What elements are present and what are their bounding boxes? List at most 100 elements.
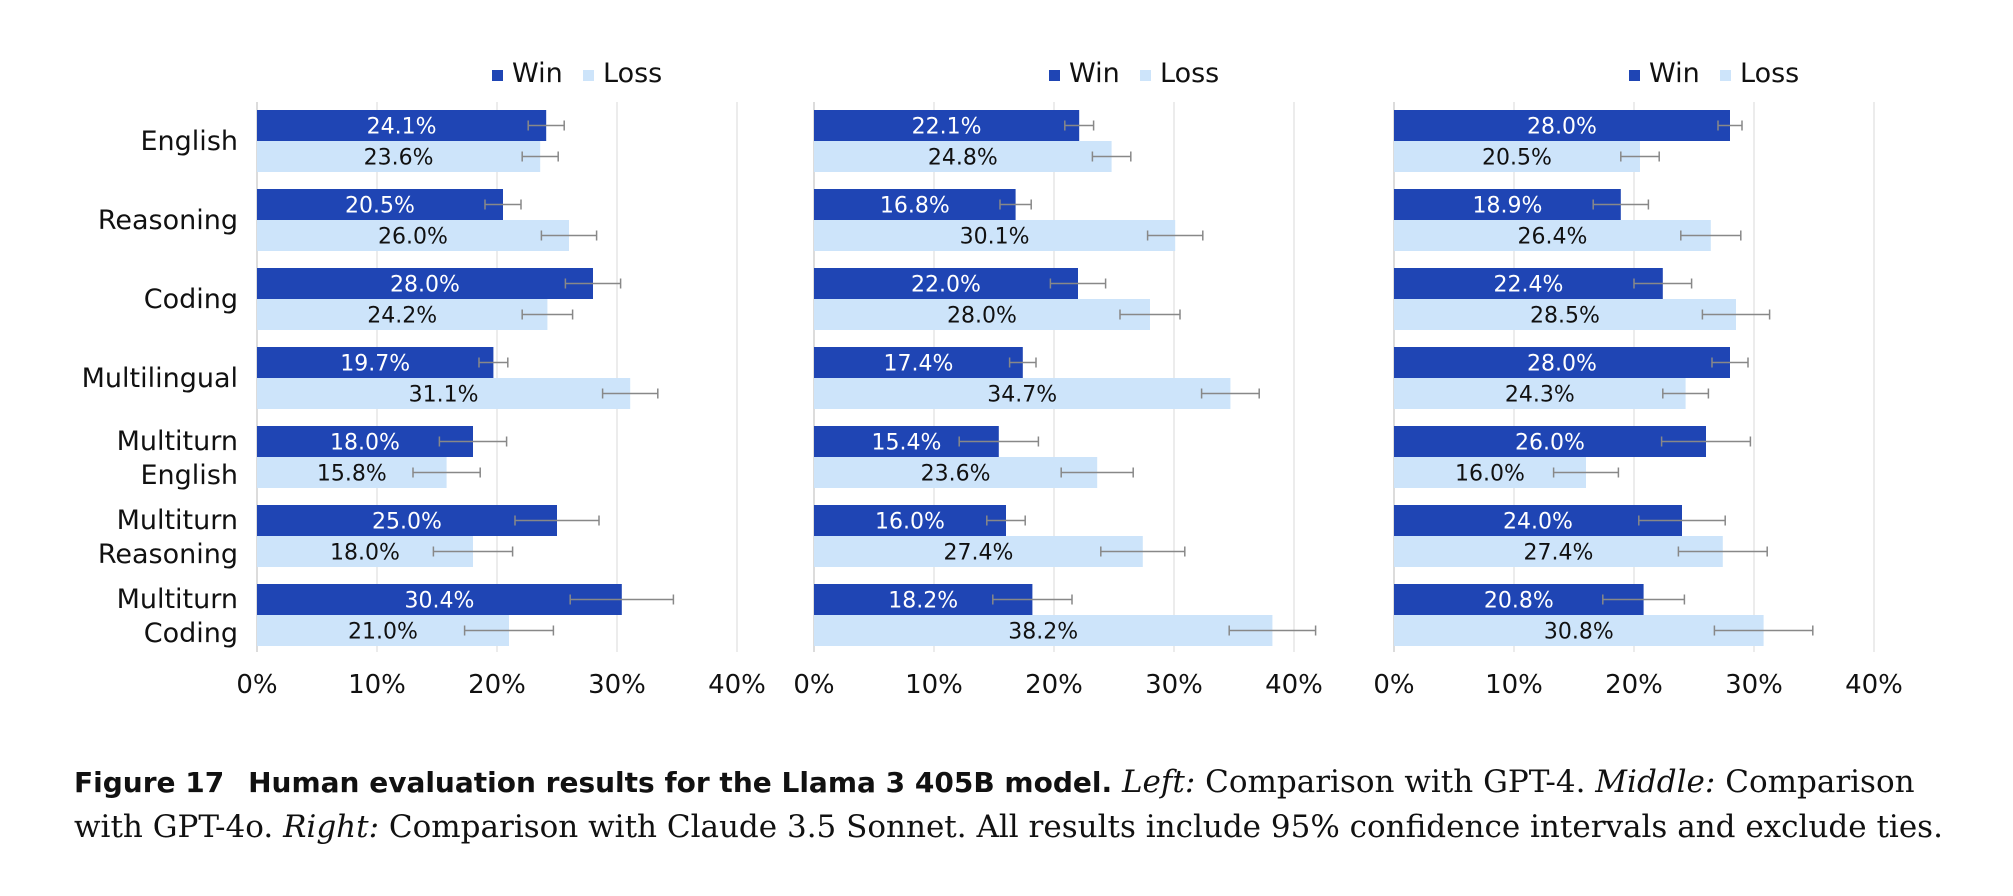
- bar-win: [257, 426, 473, 457]
- bar-loss: [1394, 299, 1736, 330]
- category-label: Coding: [144, 284, 238, 315]
- data-label-loss: 38.2%: [1008, 620, 1078, 645]
- data-label-win: 25.0%: [372, 510, 442, 535]
- x-tick-label: 10%: [1485, 670, 1543, 700]
- bar-loss: [814, 457, 1098, 488]
- data-label-win: 28.0%: [390, 273, 460, 298]
- legend-swatch-loss: [1720, 70, 1731, 81]
- figure-17-charts: 0% 10% 20% 30% 40% Win Loss English 24.1% 23.6% Re…: [82, 58, 1903, 700]
- caption-right-text: Comparison with Claude 3.5 Sonnet. All r…: [388, 809, 1943, 845]
- legend-label-loss: Loss: [1740, 58, 1799, 89]
- legend-swatch-loss: [583, 70, 594, 81]
- x-tick-label: 0%: [793, 670, 834, 700]
- legend-label-loss: Loss: [603, 58, 662, 89]
- data-label-loss: 24.2%: [367, 304, 437, 329]
- category-label: English: [141, 126, 239, 157]
- data-label-win: 22.0%: [911, 273, 981, 298]
- x-tick-label: 40%: [1265, 670, 1323, 700]
- bar-loss: [814, 220, 1176, 251]
- bar-loss: [257, 141, 541, 172]
- data-label-loss: 27.4%: [943, 541, 1013, 566]
- bar-win: [1394, 505, 1682, 536]
- data-label-loss: 26.4%: [1517, 225, 1587, 250]
- x-tick-label: 0%: [1373, 670, 1414, 700]
- data-label-win: 24.1%: [367, 115, 437, 140]
- data-label-loss: 23.6%: [921, 462, 991, 487]
- bar-loss: [1394, 378, 1686, 409]
- data-label-loss: 15.8%: [317, 462, 387, 487]
- bar-loss: [814, 299, 1150, 330]
- data-label-win: 18.0%: [330, 431, 400, 456]
- category-label: Multiturn Coding: [117, 584, 238, 649]
- bar-win: [814, 268, 1078, 299]
- data-label-loss: 30.1%: [960, 225, 1030, 250]
- chart-panel-right: 0% 10% 20% 30% 40% Win Loss 28.0% 20.5% 18.9% 26.4…: [1373, 58, 1903, 700]
- data-label-win: 18.2%: [888, 589, 958, 614]
- data-label-loss: 24.8%: [928, 146, 998, 171]
- bar-win: [257, 268, 593, 299]
- bar-win: [1394, 268, 1663, 299]
- bar-win: [1394, 584, 1644, 615]
- bar-win: [257, 584, 622, 615]
- x-tick-label: 0%: [236, 670, 277, 700]
- figure-caption: Figure 17 Human evaluation results for t…: [74, 760, 1954, 849]
- x-tick-label: 40%: [708, 670, 766, 700]
- bar-win: [1394, 189, 1621, 220]
- figure-number: Figure 17: [74, 766, 225, 799]
- data-label-win: 22.4%: [1493, 273, 1563, 298]
- category-label: Multiturn Reasoning: [98, 505, 238, 570]
- bar-loss: [1394, 141, 1640, 172]
- x-tick-label: 30%: [1145, 670, 1203, 700]
- legend-swatch-win: [492, 70, 503, 81]
- data-label-loss: 27.4%: [1523, 541, 1593, 566]
- data-label-loss: 20.5%: [1482, 146, 1552, 171]
- bar-loss: [1394, 220, 1711, 251]
- bar-loss: [257, 378, 631, 409]
- data-label-win: 17.4%: [883, 352, 953, 377]
- data-label-loss: 23.6%: [364, 146, 434, 171]
- category-label: Multiturn English: [117, 426, 238, 491]
- data-label-win: 16.8%: [880, 194, 950, 219]
- data-label-win: 28.0%: [1527, 115, 1597, 140]
- caption-left-label: Left:: [1121, 764, 1196, 800]
- x-tick-label: 10%: [348, 670, 406, 700]
- bar-win: [1394, 426, 1706, 457]
- legend-swatch-win: [1629, 70, 1640, 81]
- caption-left-text: Comparison with GPT-4.: [1205, 764, 1586, 800]
- data-label-win: 28.0%: [1527, 352, 1597, 377]
- data-label-win: 15.4%: [871, 431, 941, 456]
- bar-loss: [814, 536, 1143, 567]
- data-label-loss: 24.3%: [1505, 383, 1575, 408]
- bar-loss: [814, 378, 1231, 409]
- caption-middle-text: Comparison with GPT-4o.: [74, 764, 1915, 845]
- data-label-win: 20.8%: [1484, 589, 1554, 614]
- legend-label-win: Win: [1069, 58, 1120, 89]
- bar-win: [814, 110, 1080, 141]
- bar-win: [257, 189, 503, 220]
- data-label-win: 24.0%: [1503, 510, 1573, 535]
- data-label-win: 19.7%: [340, 352, 410, 377]
- data-label-loss: 34.7%: [987, 383, 1057, 408]
- data-label-loss: 28.0%: [947, 304, 1017, 329]
- x-tick-label: 10%: [905, 670, 963, 700]
- caption-middle-label: Middle:: [1595, 764, 1716, 800]
- bar-win: [814, 347, 1023, 378]
- chart-panel-middle: 0% 10% 20% 30% 40% Win Loss 22.1% 24.8% 16.8% 30.1…: [793, 58, 1323, 700]
- category-label: Reasoning: [98, 205, 238, 236]
- legend-label-win: Win: [512, 58, 563, 89]
- caption-right-label: Right:: [283, 809, 380, 845]
- data-label-loss: 18.0%: [330, 541, 400, 566]
- x-tick-label: 30%: [1725, 670, 1783, 700]
- legend-swatch-loss: [1140, 70, 1151, 81]
- data-label-loss: 31.1%: [409, 383, 479, 408]
- bar-loss: [814, 141, 1112, 172]
- x-tick-label: 20%: [1025, 670, 1083, 700]
- bar-win: [1394, 347, 1730, 378]
- data-label-loss: 26.0%: [378, 225, 448, 250]
- bar-win: [814, 189, 1016, 220]
- data-label-win: 26.0%: [1515, 431, 1585, 456]
- data-label-win: 22.1%: [912, 115, 982, 140]
- chart-panel-left: 0% 10% 20% 30% 40% Win Loss English 24.1% 23.6% Re…: [82, 58, 766, 700]
- legend-label-loss: Loss: [1160, 58, 1219, 89]
- x-tick-label: 20%: [1605, 670, 1663, 700]
